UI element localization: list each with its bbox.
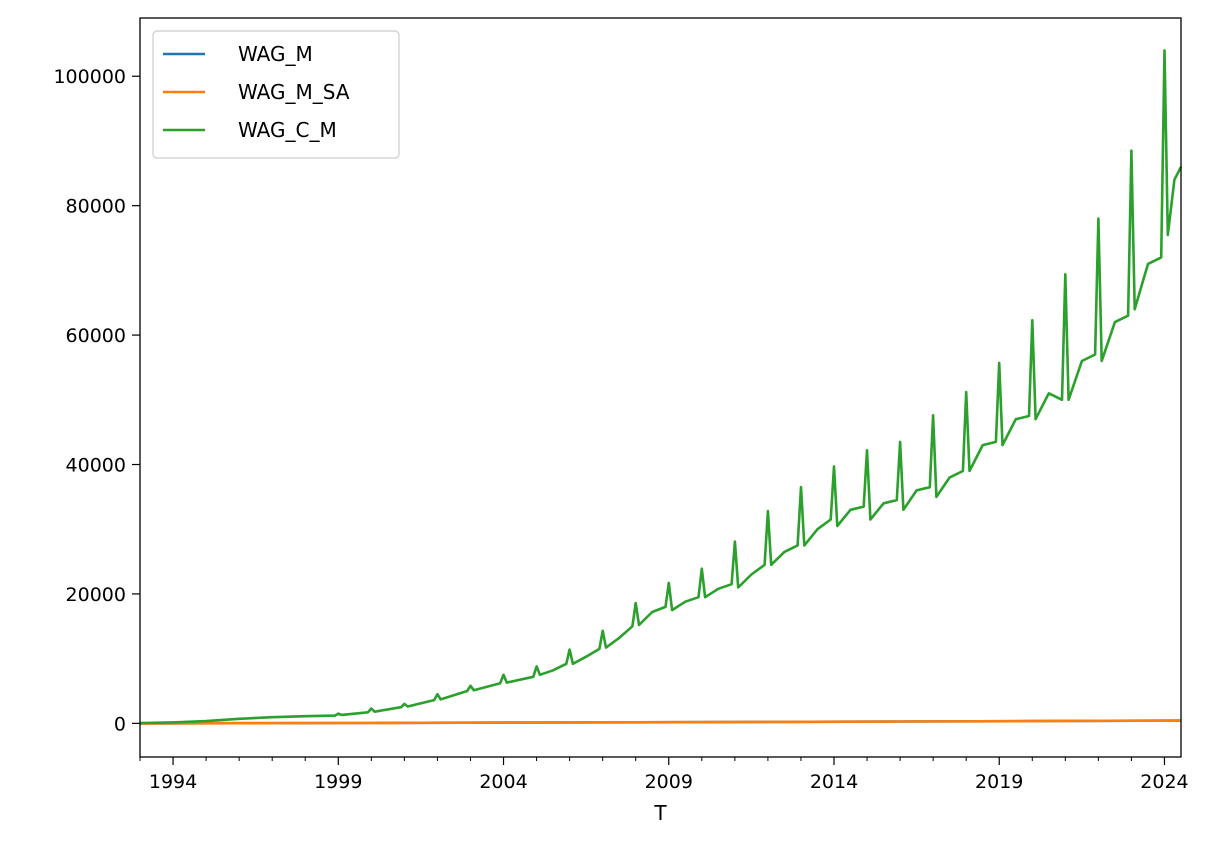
y-tick-label: 0	[114, 713, 126, 735]
series-line-wag-c-m	[139, 49, 1183, 725]
series-layer	[139, 49, 1183, 725]
series-line-wag-m-sa	[139, 719, 1182, 725]
y-axis: 0 20000 40000 60000 80000 100000	[53, 66, 140, 735]
x-axis: 1994 1999 2004 2009 2014 2019 2024	[139, 757, 1189, 793]
legend-box	[152, 30, 400, 159]
x-tick-label: 2009	[645, 771, 693, 793]
plot-area	[139, 17, 1183, 758]
y-tick-label: 100000	[53, 66, 126, 88]
legend: WAG_M WAG_M_SA WAG_C_M	[152, 30, 400, 159]
x-axis-title: T	[653, 801, 667, 825]
y-tick-label: 40000	[66, 455, 126, 477]
plot-frame	[139, 17, 1182, 758]
x-tick-label: 2014	[810, 771, 858, 793]
legend-label: WAG_M	[238, 42, 313, 66]
x-tick-label: 2019	[975, 771, 1023, 793]
y-tick-label: 20000	[66, 584, 126, 606]
x-tick-label: 2024	[1140, 771, 1188, 793]
y-tick-label: 80000	[66, 196, 126, 218]
y-tick-label: 60000	[66, 325, 126, 347]
x-tick-label: 1999	[314, 771, 362, 793]
x-tick-label: 2004	[479, 771, 527, 793]
legend-label: WAG_M_SA	[238, 80, 350, 104]
x-tick-label: 1994	[149, 771, 197, 793]
legend-label: WAG_C_M	[238, 118, 337, 142]
